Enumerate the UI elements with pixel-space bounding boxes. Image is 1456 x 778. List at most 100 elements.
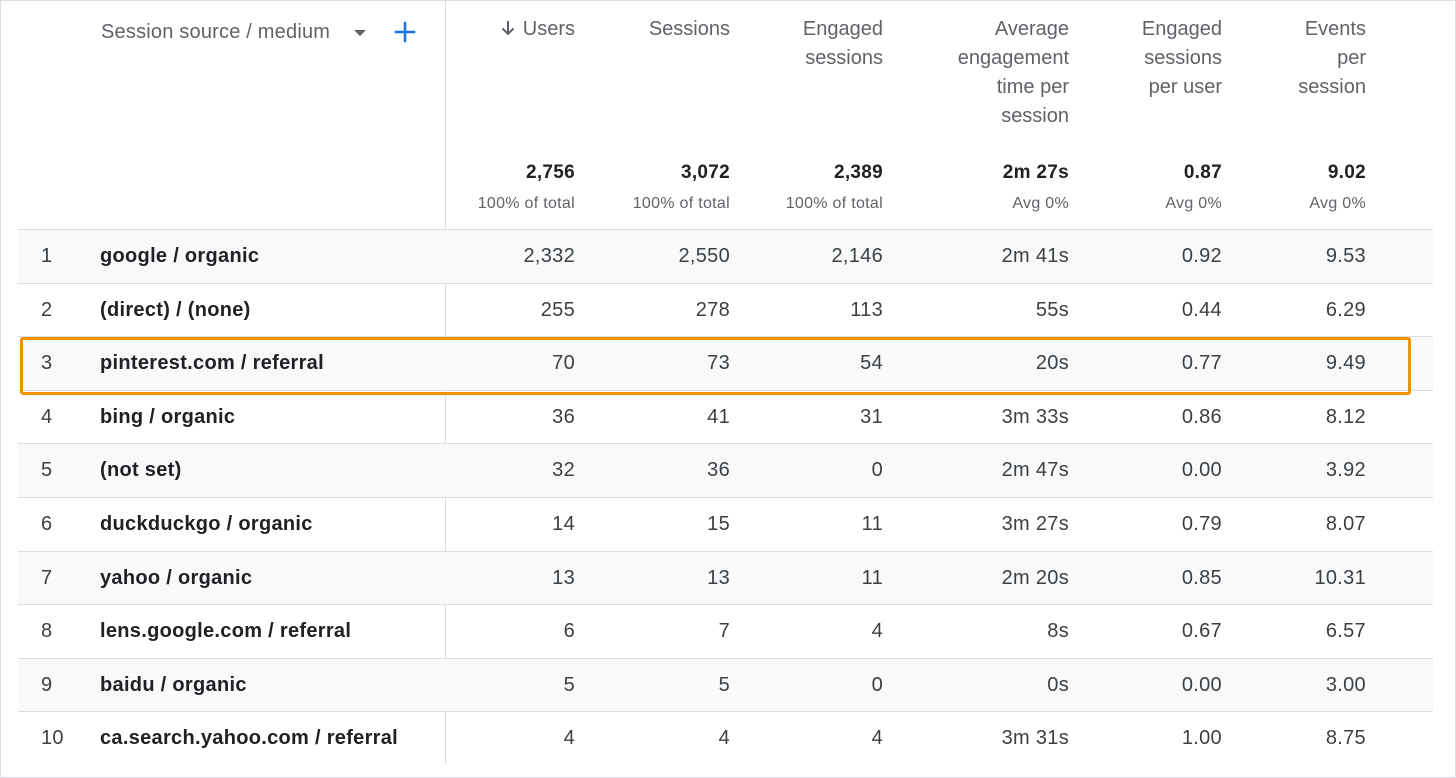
row-dimension-value: yahoo / organic xyxy=(100,567,253,589)
cell-sessions: 13 xyxy=(707,567,730,589)
row-dimension-value: (not set) xyxy=(100,459,182,481)
column-total: 0.87 xyxy=(1183,162,1222,183)
cell-users: 4 xyxy=(563,727,575,749)
row-divider xyxy=(18,658,1433,659)
row-divider xyxy=(18,283,1433,284)
cell-events-per-session: 8.12 xyxy=(1325,406,1366,428)
column-total-subtext: 100% of total xyxy=(785,195,883,212)
column-header-label: Average engagement time per session xyxy=(957,18,1069,127)
cell-sessions: 73 xyxy=(707,352,730,374)
cell-sessions: 7 xyxy=(718,620,730,642)
cell-sessions: 41 xyxy=(707,406,730,428)
cell-engaged-sessions-per-user: 0.00 xyxy=(1181,459,1222,481)
cell-engaged-sessions-per-user: 0.85 xyxy=(1181,567,1222,589)
row-dimension-value: ca.search.yahoo.com / referral xyxy=(100,727,399,749)
cell-avg-engagement-time: 3m 33s xyxy=(1001,406,1069,428)
table-row[interactable]: 10 ca.search.yahoo.com / referral 4 4 4 3m 31… xyxy=(18,712,1433,765)
cell-engaged-sessions: 11 xyxy=(861,567,883,589)
row-index: 3 xyxy=(41,352,53,374)
cell-events-per-session: 9.49 xyxy=(1325,352,1366,374)
cell-sessions: 278 xyxy=(695,299,730,321)
cell-avg-engagement-time: 3m 31s xyxy=(1001,727,1069,749)
cell-users: 32 xyxy=(552,459,575,481)
cell-users: 2,332 xyxy=(523,245,575,267)
cell-avg-engagement-time: 3m 27s xyxy=(1001,513,1069,535)
arrow-down-icon[interactable] xyxy=(499,19,517,37)
row-index: 1 xyxy=(41,245,53,267)
column-header-users[interactable]: Users xyxy=(435,15,575,44)
row-dimension-value: lens.google.com / referral xyxy=(100,620,352,642)
column-total-subtext: Avg 0% xyxy=(1165,195,1222,212)
column-header-events-per-session[interactable]: Events per session xyxy=(1236,15,1366,102)
table-row[interactable]: 5 (not set) 32 36 0 2m 47s 0.00 3.92 xyxy=(18,444,1433,497)
cell-users: 255 xyxy=(540,299,575,321)
cell-users: 6 xyxy=(563,620,575,642)
row-divider xyxy=(18,336,1433,337)
cell-avg-engagement-time: 0s xyxy=(1047,674,1069,696)
cell-engaged-sessions: 0 xyxy=(871,459,883,481)
row-index: 2 xyxy=(41,299,53,321)
column-header-label: Sessions xyxy=(648,18,730,40)
cell-avg-engagement-time: 2m 47s xyxy=(1001,459,1069,481)
caret-down-icon[interactable] xyxy=(354,30,366,36)
column-header-engaged-sessions[interactable]: Engaged sessions xyxy=(753,15,883,73)
cell-avg-engagement-time: 55s xyxy=(1035,299,1069,321)
row-dimension-value: duckduckgo / organic xyxy=(100,513,313,535)
cell-sessions: 2,550 xyxy=(678,245,730,267)
table-row[interactable]: 1 google / organic 2,332 2,550 2,146 2m 41s 0.… xyxy=(18,230,1433,283)
row-dimension-value: google / organic xyxy=(100,245,260,267)
column-header-sessions[interactable]: Sessions xyxy=(600,15,730,44)
table-header: Session source / medium Users 2,756 100% o… xyxy=(0,0,1456,230)
cell-engaged-sessions-per-user: 0.86 xyxy=(1181,406,1222,428)
row-dimension-value: baidu / organic xyxy=(100,674,247,696)
column-total: 9.02 xyxy=(1327,162,1366,183)
column-header-engaged-sessions-per-user[interactable]: Engaged sessions per user xyxy=(1092,15,1222,102)
column-header-avg-engagement-time[interactable]: Average engagement time per session xyxy=(909,15,1069,131)
table-row[interactable]: 7 yahoo / organic 13 13 11 2m 20s 0.85 10.31 xyxy=(18,552,1433,605)
cell-engaged-sessions-per-user: 0.77 xyxy=(1181,352,1222,374)
cell-engaged-sessions-per-user: 0.00 xyxy=(1181,674,1222,696)
cell-sessions: 15 xyxy=(707,513,730,535)
table-row[interactable]: 6 duckduckgo / organic 14 15 11 3m 27s 0.79 8.0… xyxy=(18,498,1433,551)
row-index: 10 xyxy=(41,727,64,749)
column-total-subtext: 100% of total xyxy=(632,195,730,212)
column-total: 2,756 xyxy=(525,162,575,183)
row-index: 5 xyxy=(41,459,53,481)
cell-events-per-session: 6.57 xyxy=(1325,620,1366,642)
column-total: 2,389 xyxy=(833,162,883,183)
cell-avg-engagement-time: 8s xyxy=(1047,620,1069,642)
cell-engaged-sessions: 2,146 xyxy=(831,245,883,267)
cell-users: 5 xyxy=(563,674,575,696)
row-index: 7 xyxy=(41,567,53,589)
column-header-label: Engaged sessions per user xyxy=(1141,18,1222,98)
column-total: 3,072 xyxy=(680,162,730,183)
dimension-selector-label[interactable]: Session source / medium xyxy=(101,21,331,43)
cell-engaged-sessions-per-user: 0.92 xyxy=(1181,245,1222,267)
cell-engaged-sessions: 54 xyxy=(860,352,883,374)
row-dimension-value: pinterest.com / referral xyxy=(100,352,324,374)
cell-sessions: 4 xyxy=(718,727,730,749)
table-row[interactable]: 8 lens.google.com / referral 6 7 4 8s 0.67 6.57 xyxy=(18,605,1433,658)
row-dimension-value: bing / organic xyxy=(100,406,236,428)
cell-engaged-sessions: 113 xyxy=(850,299,883,321)
row-divider xyxy=(18,497,1433,498)
cell-avg-engagement-time: 20s xyxy=(1035,352,1069,374)
cell-users: 36 xyxy=(552,406,575,428)
table-row[interactable]: 3 pinterest.com / referral 70 73 54 20s 0.77 9.… xyxy=(18,337,1433,390)
cell-engaged-sessions: 11 xyxy=(861,513,883,535)
column-header-label: Engaged sessions xyxy=(802,18,883,69)
column-total-subtext: Avg 0% xyxy=(1309,195,1366,212)
table-row[interactable]: 4 bing / organic 36 41 31 3m 33s 0.86 8.12 xyxy=(18,391,1433,444)
column-header-label: Users xyxy=(522,18,575,40)
row-index: 9 xyxy=(41,674,53,696)
plus-icon[interactable] xyxy=(393,20,417,44)
table-row[interactable]: 9 baidu / organic 5 5 0 0s 0.00 3.00 xyxy=(18,659,1433,712)
cell-events-per-session: 3.92 xyxy=(1325,459,1366,481)
column-total: 2m 27s xyxy=(1002,162,1069,183)
cell-engaged-sessions: 31 xyxy=(860,406,883,428)
row-divider xyxy=(18,443,1433,444)
table-row[interactable]: 2 (direct) / (none) 255 278 113 55s 0.44 6.29 xyxy=(18,284,1433,337)
cell-events-per-session: 10.31 xyxy=(1314,567,1366,589)
cell-sessions: 5 xyxy=(718,674,730,696)
row-divider xyxy=(18,229,1433,230)
